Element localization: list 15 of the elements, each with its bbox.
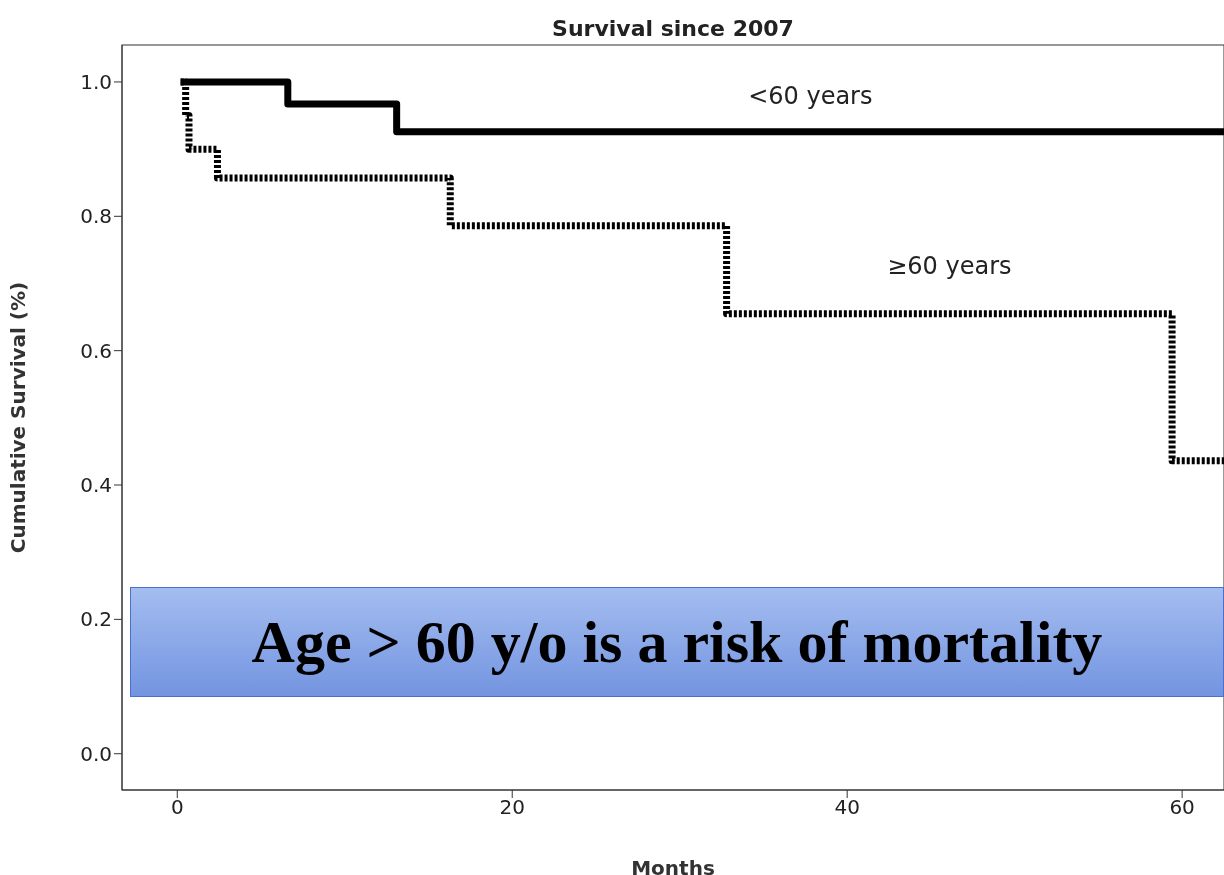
y-tick-label: 0.6 <box>80 338 112 363</box>
y-tick-label: 0.2 <box>80 607 112 632</box>
x-axis-title: Months <box>631 856 715 875</box>
y-tick-label: 0.8 <box>80 204 112 229</box>
x-tick-label: 40 <box>834 795 860 820</box>
y-tick-label: 0.0 <box>80 741 112 766</box>
y-tick-label: 0.4 <box>80 473 112 498</box>
y-axis-title: Cumulative Survival (%) <box>6 281 31 554</box>
y-tick-label: 1.0 <box>80 70 112 95</box>
series-label: ≥60 years <box>887 251 1012 280</box>
x-tick-label: 60 <box>1169 795 1195 820</box>
series-label: <60 years <box>748 81 873 110</box>
x-tick-label: 20 <box>499 795 525 820</box>
x-tick-label: 0 <box>170 795 184 820</box>
chart-title: Survival since 2007 <box>551 16 795 41</box>
